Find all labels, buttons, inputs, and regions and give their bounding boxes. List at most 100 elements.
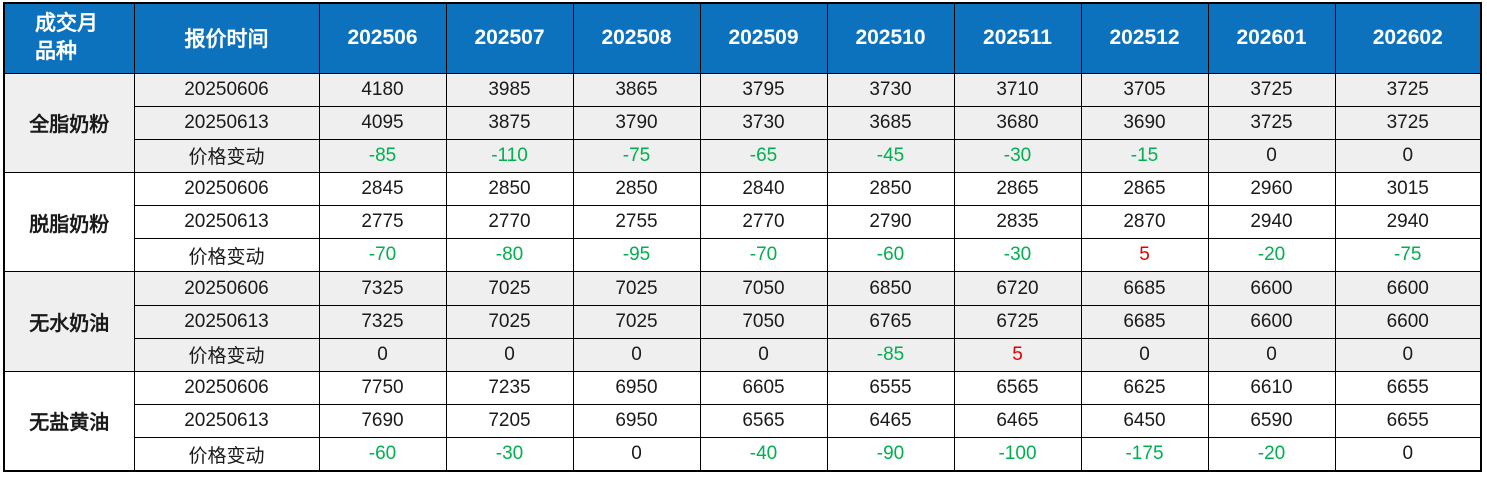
value-cell: 2845 bbox=[318, 171, 447, 207]
month-header: 202507 bbox=[445, 2, 574, 74]
table-row: 20250613 7690 7205 6950 6565 6465 6465 6450 6590… bbox=[4, 404, 1482, 439]
value-cell: 3690 bbox=[1080, 105, 1209, 140]
value-cell: 6600 bbox=[1207, 304, 1336, 339]
value-cell: 2870 bbox=[1080, 205, 1209, 240]
value-cell: 0 bbox=[1334, 437, 1482, 472]
value-cell: -110 bbox=[445, 138, 574, 173]
value-cell: 2865 bbox=[1080, 171, 1209, 207]
price-table: 成交月 品种 报价时间 202506 202507 202508 202509 202510 2… bbox=[3, 2, 1482, 472]
value-cell: 2940 bbox=[1334, 205, 1482, 240]
value-cell: 6600 bbox=[1334, 271, 1482, 306]
month-header: 202511 bbox=[953, 2, 1082, 74]
value-cell: 2770 bbox=[445, 205, 574, 240]
table-row: 价格变动 -85 -110 -75 -65 -45 -30 -15 0 0 bbox=[4, 138, 1482, 173]
value-cell: 7750 bbox=[318, 370, 447, 406]
value-cell: 0 bbox=[699, 337, 828, 372]
value-cell: -90 bbox=[826, 437, 955, 472]
value-cell: 2850 bbox=[572, 171, 701, 207]
value-cell: 2790 bbox=[826, 205, 955, 240]
value-cell: 6950 bbox=[572, 370, 701, 406]
value-cell: -30 bbox=[445, 437, 574, 472]
value-cell: 7025 bbox=[572, 271, 701, 306]
value-cell: 6685 bbox=[1080, 271, 1209, 306]
table-row: 20250613 4095 3875 3790 3730 3685 3680 3690 3725… bbox=[4, 105, 1482, 140]
value-cell: 0 bbox=[1334, 138, 1482, 173]
value-cell: -95 bbox=[572, 238, 701, 273]
product-name-cell: 无盐黄油 bbox=[3, 370, 135, 472]
value-cell: 6725 bbox=[953, 304, 1082, 339]
value-cell: 3865 bbox=[572, 72, 701, 107]
value-cell: 0 bbox=[1207, 138, 1336, 173]
table-row: 价格变动 0 0 0 0 -85 5 0 0 0 bbox=[4, 337, 1482, 372]
value-cell: 3725 bbox=[1334, 105, 1482, 140]
row-label-cell: 价格变动 bbox=[133, 437, 320, 472]
value-cell: 3725 bbox=[1207, 72, 1336, 107]
value-cell: 2835 bbox=[953, 205, 1082, 240]
value-cell: 3730 bbox=[699, 105, 828, 140]
row-label-cell: 20250613 bbox=[133, 105, 320, 140]
value-cell: 7325 bbox=[318, 271, 447, 306]
table-row: 价格变动 -70 -80 -95 -70 -60 -30 5 -20 -75 bbox=[4, 238, 1482, 273]
value-cell: 7325 bbox=[318, 304, 447, 339]
row-label-cell: 20250613 bbox=[133, 304, 320, 339]
header-row: 成交月 品种 报价时间 202506 202507 202508 202509 202510 2… bbox=[3, 2, 1482, 74]
value-cell: -75 bbox=[572, 138, 701, 173]
row-label-cell: 20250606 bbox=[133, 370, 320, 406]
value-cell: 7050 bbox=[699, 271, 828, 306]
value-cell: -80 bbox=[445, 238, 574, 273]
value-cell: -70 bbox=[318, 238, 447, 273]
value-cell: 5 bbox=[1080, 238, 1209, 273]
value-cell: 2850 bbox=[445, 171, 574, 207]
value-cell: 3725 bbox=[1207, 105, 1336, 140]
value-cell: 7205 bbox=[445, 404, 574, 439]
value-cell: 2770 bbox=[699, 205, 828, 240]
value-cell: -60 bbox=[826, 238, 955, 273]
value-cell: 6765 bbox=[826, 304, 955, 339]
value-cell: 4180 bbox=[318, 72, 447, 107]
row-label-cell: 20250606 bbox=[133, 171, 320, 207]
value-cell: 6590 bbox=[1207, 404, 1336, 439]
value-cell: -30 bbox=[953, 238, 1082, 273]
value-cell: 6450 bbox=[1080, 404, 1209, 439]
corner-label-month: 成交月 bbox=[35, 12, 98, 36]
value-cell: 3680 bbox=[953, 105, 1082, 140]
value-cell: 2775 bbox=[318, 205, 447, 240]
table-row: 无水奶油 20250606 7325 7025 7025 7050 6850 6720 6685… bbox=[3, 271, 1482, 372]
product-name-cell: 全脂奶粉 bbox=[3, 72, 135, 173]
table-row: 价格变动 -60 -30 0 -40 -90 -100 -175 -20 0 bbox=[4, 437, 1482, 472]
value-cell: 0 bbox=[445, 337, 574, 372]
value-cell: 6625 bbox=[1080, 370, 1209, 406]
value-cell: 3685 bbox=[826, 105, 955, 140]
value-cell: -85 bbox=[826, 337, 955, 372]
value-cell: -15 bbox=[1080, 138, 1209, 173]
corner-label-product: 品种 bbox=[35, 40, 77, 64]
value-cell: 0 bbox=[572, 337, 701, 372]
value-cell: 4095 bbox=[318, 105, 447, 140]
value-cell: 6685 bbox=[1080, 304, 1209, 339]
value-cell: 3015 bbox=[1334, 171, 1482, 207]
month-header: 202602 bbox=[1334, 2, 1482, 74]
value-cell: 7050 bbox=[699, 304, 828, 339]
value-cell: 3730 bbox=[826, 72, 955, 107]
value-cell: 6720 bbox=[953, 271, 1082, 306]
value-cell: 5 bbox=[953, 337, 1082, 372]
corner-header-cell: 成交月 品种 bbox=[3, 2, 135, 74]
value-cell: 6555 bbox=[826, 370, 955, 406]
value-cell: 7025 bbox=[445, 271, 574, 306]
table-row: 全脂奶粉 20250606 4180 3985 3865 3795 3730 3710 3705… bbox=[3, 72, 1482, 173]
value-cell: 3790 bbox=[572, 105, 701, 140]
value-cell: 6655 bbox=[1334, 404, 1482, 439]
value-cell: -40 bbox=[699, 437, 828, 472]
value-cell: -60 bbox=[318, 437, 447, 472]
row-label-cell: 20250606 bbox=[133, 271, 320, 306]
value-cell: 6655 bbox=[1334, 370, 1482, 406]
value-cell: 3985 bbox=[445, 72, 574, 107]
value-cell: 6950 bbox=[572, 404, 701, 439]
value-cell: 3795 bbox=[699, 72, 828, 107]
product-name-cell: 无水奶油 bbox=[3, 271, 135, 372]
value-cell: 7235 bbox=[445, 370, 574, 406]
value-cell: 2840 bbox=[699, 171, 828, 207]
value-cell: 2755 bbox=[572, 205, 701, 240]
value-cell: 2940 bbox=[1207, 205, 1336, 240]
value-cell: -75 bbox=[1334, 238, 1482, 273]
